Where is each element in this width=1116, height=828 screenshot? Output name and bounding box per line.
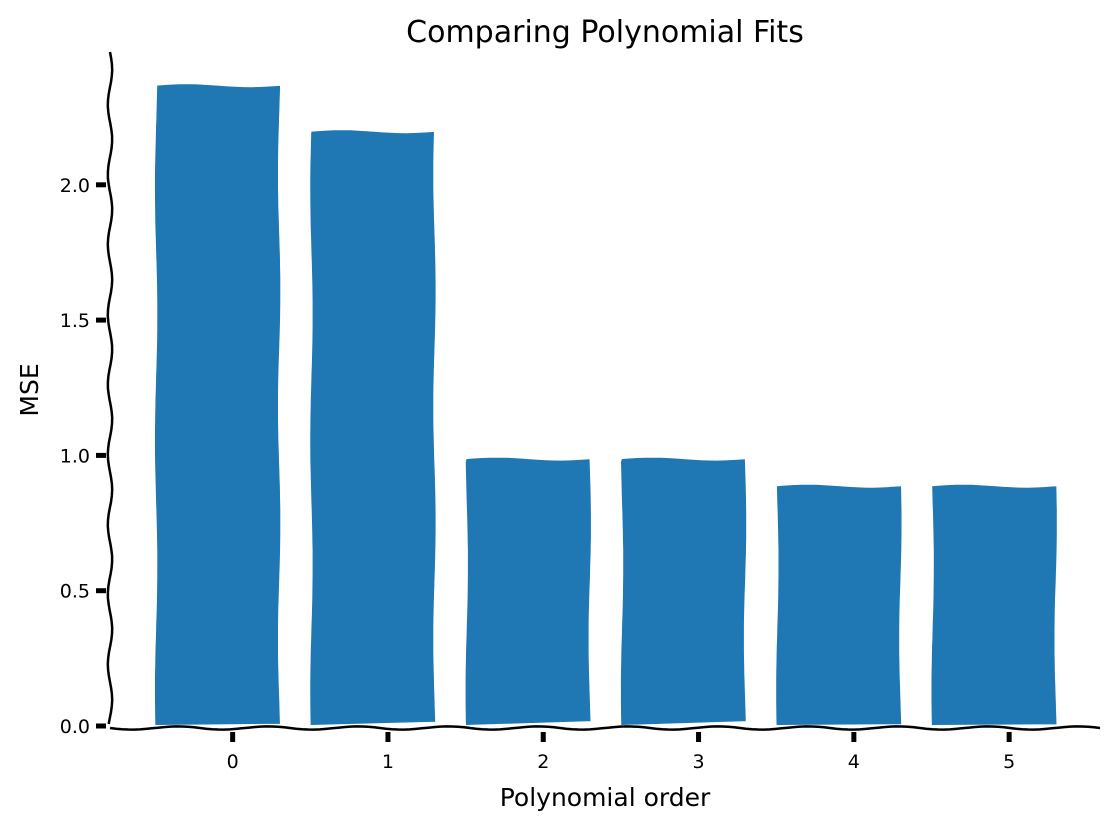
bar-order-5 — [929, 482, 1059, 727]
x-tick-label: 1 — [382, 751, 394, 773]
y-tick-label: 1.5 — [60, 310, 90, 332]
y-axis-label: MSE — [15, 363, 44, 416]
y-tick-label: 0.5 — [60, 581, 90, 603]
chart-title: Comparing Polynomial Fits — [406, 15, 804, 50]
bar-order-3 — [618, 455, 749, 727]
x-tick-label: 3 — [693, 751, 705, 773]
x-ticks: 0 1 2 3 4 5 — [227, 732, 1015, 773]
bar-order-4 — [774, 482, 904, 727]
x-tick-label: 2 — [537, 751, 549, 773]
x-tick-label: 4 — [848, 751, 860, 773]
x-tick-label: 0 — [227, 751, 239, 773]
y-tick-label: 2.0 — [60, 175, 90, 197]
y-axis-line — [106, 51, 114, 725]
y-ticks: 0.0 0.5 1.0 1.5 2.0 — [60, 175, 106, 738]
bar-order-2 — [463, 455, 593, 727]
bars-group — [153, 82, 1059, 727]
x-axis-line — [109, 725, 1101, 731]
y-tick-label: 0.0 — [60, 716, 90, 738]
x-tick-label: 5 — [1003, 751, 1015, 773]
x-axis-label: Polynomial order — [500, 783, 711, 812]
y-tick-label: 1.0 — [60, 445, 90, 467]
bar-order-1 — [308, 128, 438, 727]
bar-order-0 — [153, 82, 283, 727]
